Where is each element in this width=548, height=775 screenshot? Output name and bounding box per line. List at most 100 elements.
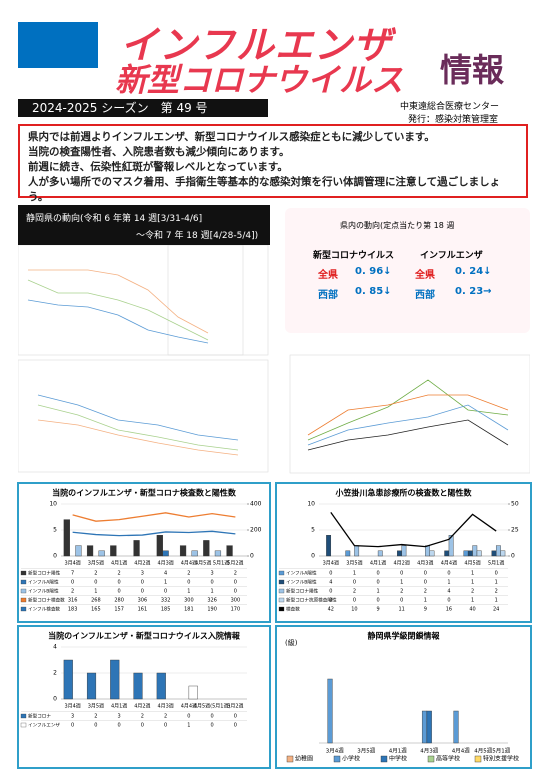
y2-tick-label: 200 xyxy=(250,527,262,534)
table-cell: 0 xyxy=(118,723,121,729)
table-cell: 306 xyxy=(138,598,148,604)
col-head: 新型コロナウイルス xyxy=(313,251,395,261)
y-tick-label: 5 xyxy=(53,527,57,534)
table-cell: 0 xyxy=(376,580,379,586)
table-cell: 0 xyxy=(118,589,121,595)
table-cell: 4 xyxy=(329,580,332,586)
y-axis-label: (級) xyxy=(285,638,298,647)
bar xyxy=(426,710,432,744)
legend-swatch xyxy=(278,597,285,603)
table-head: 4月3週 xyxy=(157,560,173,567)
bar xyxy=(472,545,478,557)
chart-box: 当院のインフルエンザ・新型コロナ検査数と陽性数 0 5 10 0 200 400 3月4週 3月… xyxy=(17,482,271,623)
row-label: 全県 xyxy=(415,270,435,281)
table-cell: 300 xyxy=(231,598,241,604)
table-head: 4月5週 xyxy=(464,560,480,567)
table-cell: 0 xyxy=(211,723,214,729)
bar xyxy=(377,550,383,557)
bar xyxy=(86,672,97,700)
shizuoka-head: 静岡県の動向(令和 6 年第 14 週[3/31-4/6] ～令和 7 年 18… xyxy=(18,205,270,245)
table-head: 4月2週 xyxy=(134,703,150,710)
table-cell: 9 xyxy=(376,607,379,613)
legend-swatch xyxy=(20,722,27,728)
row-label: 全県 xyxy=(318,270,338,281)
table-cell: 1 xyxy=(424,598,427,604)
notice-box: 県内では前週よりインフルエンザ、新型コロナウイルス感染症ともに減少しています。 … xyxy=(18,124,528,203)
title-corona: 新型コロナウイルス xyxy=(115,61,404,99)
x-tick-label: 3月4週 xyxy=(326,747,344,755)
table-cell: 157 xyxy=(114,607,124,613)
table-head: 3月4週 xyxy=(64,703,80,710)
x-tick-label: 4月4週 xyxy=(452,747,470,755)
chart: 当院のインフルエンザ・新型コロナウイルス入院情報 0 2 4 3月4週 3月5週 4月1週 4… xyxy=(20,631,247,729)
table-cell: 1 xyxy=(187,723,190,729)
y-tick-label: 4 xyxy=(53,644,57,651)
table-head: 3月5週 xyxy=(88,560,104,567)
legend-label: 小学校 xyxy=(342,755,360,763)
table-cell: 2 xyxy=(187,571,190,577)
title-flu: インフルエンザ xyxy=(120,23,392,67)
row-label: インフル検査数 xyxy=(28,606,60,613)
legend-swatch xyxy=(20,579,27,585)
y2-tick-label: 0 xyxy=(250,553,254,560)
table-cell: 0 xyxy=(376,598,379,604)
table-head: 4月4週 xyxy=(441,560,457,567)
table-cell: 0 xyxy=(211,714,214,720)
legend-swatch xyxy=(474,755,482,763)
row-label: インフルA陽性 xyxy=(28,579,59,586)
table-cell: 0 xyxy=(141,723,144,729)
bar xyxy=(429,550,435,557)
table-cell: 0 xyxy=(94,723,97,729)
bar xyxy=(500,550,506,557)
row-label: インフルB陽性 xyxy=(286,579,317,586)
bar xyxy=(191,550,198,557)
table-cell: 0 xyxy=(141,589,144,595)
table-cell: 0 xyxy=(187,714,190,720)
table-cell: 0 xyxy=(234,589,237,595)
table-head: 3月5週 xyxy=(346,560,362,567)
table-cell: 1 xyxy=(211,589,214,595)
bar xyxy=(401,545,407,557)
table-head: 3月5週 xyxy=(88,703,104,710)
table-cell: 2 xyxy=(495,589,498,595)
table-cell: 0 xyxy=(353,580,356,586)
chart-title: 当院のインフルエンザ・新型コロナウイルス入院情報 xyxy=(48,631,241,641)
bar xyxy=(156,672,166,700)
bar xyxy=(203,540,210,557)
bar xyxy=(226,545,233,557)
table-cell: 181 xyxy=(184,607,194,613)
legend-swatch xyxy=(20,713,27,719)
row-label: インフルA陽性 xyxy=(286,570,317,577)
line xyxy=(72,512,236,522)
table-head: 4月1週 xyxy=(111,560,127,567)
bar xyxy=(86,545,94,557)
legend-swatch xyxy=(20,588,27,594)
row-label: 新型コロナ抗原検査陽性 xyxy=(286,597,337,604)
bar xyxy=(448,535,454,557)
table-cell: 0 xyxy=(234,723,237,729)
y2-tick-label: 400 xyxy=(250,501,262,508)
table-cell: 0 xyxy=(329,589,332,595)
table-cell: 0 xyxy=(447,598,450,604)
legend-label: 中学校 xyxy=(389,755,407,763)
table-cell: 3 xyxy=(71,714,74,720)
table-cell: 1 xyxy=(471,580,474,586)
table-cell: 0 xyxy=(164,589,167,595)
table-head: 5月2週 xyxy=(227,703,243,710)
regional-title: 県内の動向(定点当たり第 18 週 xyxy=(340,221,455,230)
table-head: 4月4週 xyxy=(181,703,197,710)
y2-tick-label: 0 xyxy=(511,553,515,560)
row-label: 新型コロナ検査数 xyxy=(28,597,65,604)
table-cell: 2 xyxy=(164,714,167,720)
table-head: 4月2週 xyxy=(134,560,150,567)
table-cell: 16 xyxy=(446,607,452,613)
table-head: 4月4週 xyxy=(181,560,197,567)
x-tick-label: 4月1週 xyxy=(389,747,407,755)
bar xyxy=(453,710,459,744)
y-tick-label: 10 xyxy=(49,501,57,508)
y-tick-label: 2 xyxy=(53,670,57,677)
table-cell: 2 xyxy=(471,589,474,595)
table-cell: 332 xyxy=(161,598,171,604)
table-cell: 1 xyxy=(471,598,474,604)
